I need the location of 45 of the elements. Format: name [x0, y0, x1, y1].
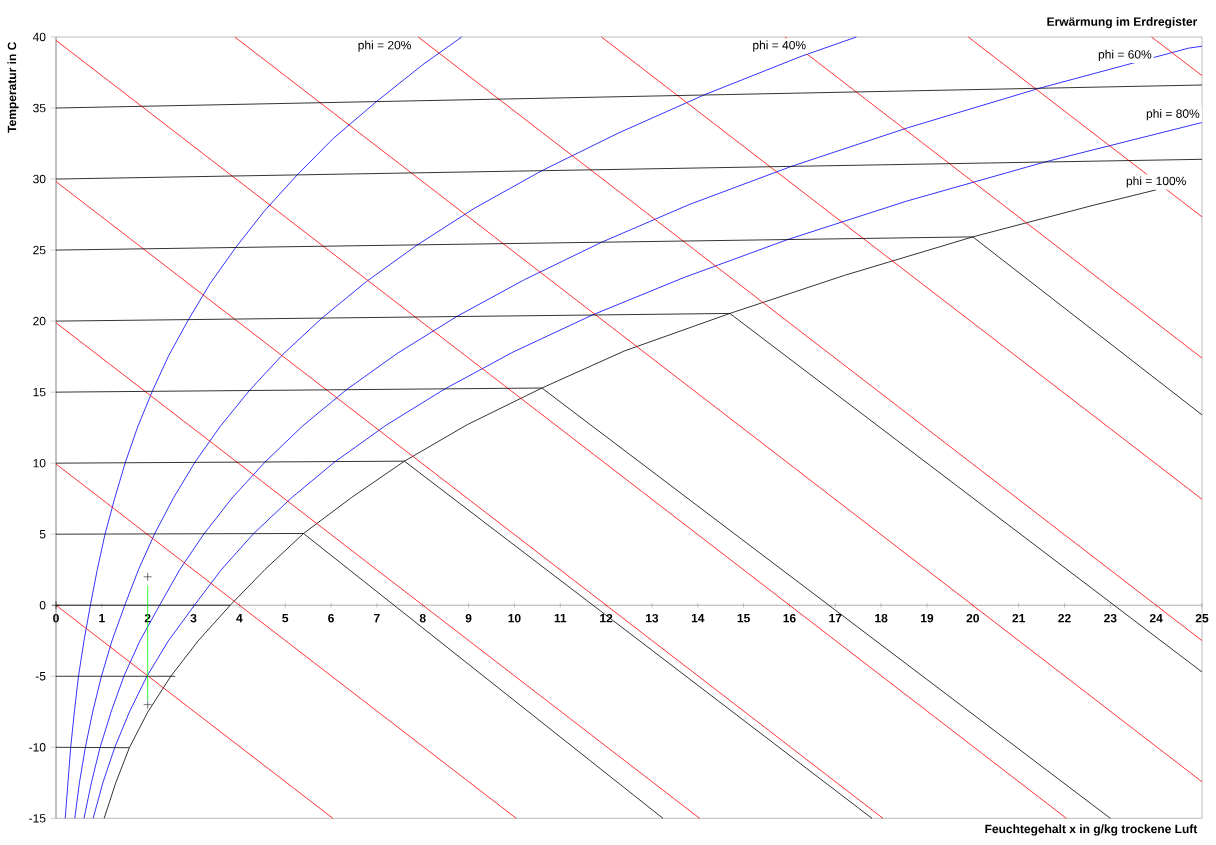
x-tick-label: 8 — [419, 613, 426, 623]
x-tick-label: 3 — [190, 613, 197, 623]
x-tick-label: 9 — [465, 613, 472, 623]
x-tick-label: 12 — [600, 613, 613, 623]
y-tick-label: 15 — [33, 387, 46, 397]
series-label: phi = 80% — [1146, 109, 1200, 121]
y-tick-label: 25 — [33, 245, 46, 255]
y-axis-title: Temperatur in C — [7, 42, 19, 133]
y-tick-label: 10 — [33, 458, 46, 468]
x-tick-label: 15 — [737, 613, 750, 623]
y-tick-label: -5 — [35, 672, 46, 681]
x-tick-label: 18 — [875, 613, 888, 623]
y-tick-label: 35 — [33, 103, 46, 113]
x-tick-label: 0 — [53, 613, 59, 623]
x-tick-label: 25 — [1195, 613, 1209, 623]
y-tick-label: 5 — [39, 530, 46, 539]
x-tick-label: 22 — [1058, 613, 1071, 623]
x-tick-label: 10 — [508, 613, 521, 623]
x-tick-label: 1 — [99, 613, 105, 623]
y-tick-label: -10 — [29, 743, 46, 752]
x-tick-label: 21 — [1012, 613, 1025, 623]
y-tick-label: 0 — [39, 600, 46, 610]
series-label: phi = 20% — [358, 40, 411, 52]
y-tick-label: 20 — [33, 316, 46, 326]
x-tick-label: 16 — [783, 613, 796, 623]
x-tick-label: 13 — [646, 613, 659, 623]
x-tick-label: 5 — [282, 613, 289, 623]
x-tick-label: 6 — [328, 613, 334, 623]
x-tick-label: 17 — [829, 613, 842, 623]
x-tick-label: 20 — [966, 613, 979, 623]
x-tick-label: 24 — [1149, 613, 1163, 623]
series-label: phi = 100% — [1126, 176, 1186, 188]
x-tick-label: 7 — [374, 613, 380, 623]
x-tick-label: 11 — [554, 613, 567, 623]
x-tick-label: 23 — [1104, 613, 1117, 623]
y-tick-label: -15 — [29, 814, 46, 823]
y-tick-label: 40 — [32, 32, 46, 42]
text: Erwärmung im Erdregister — [1047, 17, 1198, 29]
series-label: phi = 40% — [753, 40, 806, 52]
x-axis-title: Feuchtegehalt x in g/kg trockene Luft — [985, 824, 1198, 836]
x-tick-label: 4 — [236, 613, 243, 623]
x-tick-label: 14 — [691, 613, 705, 623]
y-tick-label: 30 — [33, 174, 46, 184]
x-tick-label: 19 — [921, 613, 934, 623]
series-label: phi = 60% — [1098, 49, 1152, 62]
